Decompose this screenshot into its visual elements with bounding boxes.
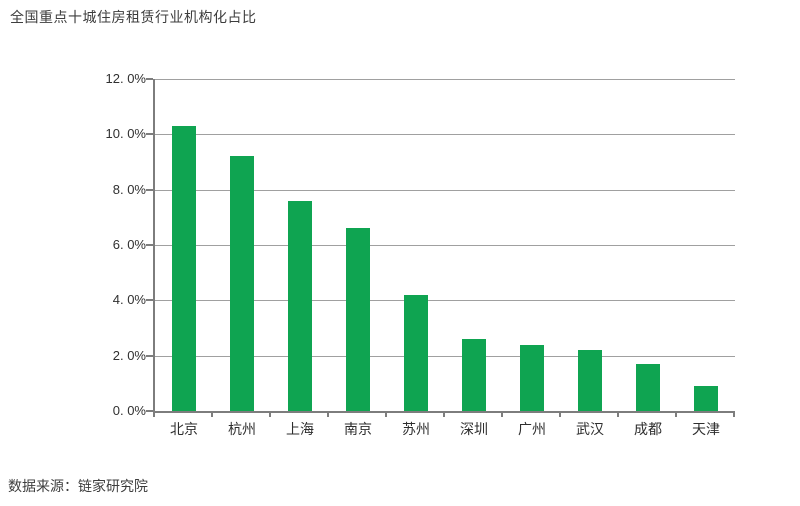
y-axis-tick-label: 12. 0% xyxy=(105,71,146,86)
x-axis-tick xyxy=(559,412,561,417)
y-axis-tick xyxy=(146,299,153,302)
bar xyxy=(578,350,602,411)
x-axis-label: 北京 xyxy=(170,421,198,437)
plot-area xyxy=(155,79,735,411)
y-axis-tick xyxy=(146,244,153,246)
gridline xyxy=(155,355,735,357)
x-axis-tick xyxy=(443,412,445,417)
y-axis-tick xyxy=(146,410,153,412)
x-axis-label: 南京 xyxy=(344,421,372,437)
gridline xyxy=(155,245,735,246)
bar xyxy=(636,363,660,411)
gridline xyxy=(155,189,735,191)
y-axis-tick-label: 0. 0% xyxy=(112,403,146,418)
bar xyxy=(462,339,486,411)
bar xyxy=(520,344,544,411)
source-note: 数据来源：链家研究院 xyxy=(8,478,148,494)
x-axis-tick xyxy=(269,412,271,417)
x-axis-tick xyxy=(153,412,155,417)
x-axis-tick xyxy=(733,412,735,417)
bar xyxy=(404,294,428,411)
y-axis-tick-label: 6. 0% xyxy=(112,237,146,252)
x-axis-label: 广州 xyxy=(518,421,546,437)
y-axis-line xyxy=(153,79,155,413)
bar xyxy=(694,386,718,411)
x-axis-tick xyxy=(675,412,677,417)
x-axis-tick xyxy=(617,412,619,417)
chart-title: 全国重点十城住房租赁行业机构化占比 xyxy=(10,9,257,25)
y-axis-tick-label: 10. 0% xyxy=(105,126,146,142)
x-axis-tick xyxy=(327,412,329,417)
x-axis-tick xyxy=(385,412,387,417)
gridline xyxy=(155,134,735,136)
bar xyxy=(288,200,312,411)
x-axis-label: 武汉 xyxy=(576,421,604,437)
bar xyxy=(172,126,196,411)
bar xyxy=(346,228,370,411)
y-axis-tick-label: 4. 0% xyxy=(112,292,146,308)
x-axis-tick xyxy=(501,412,503,417)
y-axis-tick xyxy=(146,188,153,191)
bar xyxy=(230,156,254,411)
x-axis-label: 深圳 xyxy=(460,421,488,437)
y-axis-tick xyxy=(146,133,153,136)
y-axis-tick-label: 2. 0% xyxy=(112,347,146,363)
y-axis-tick xyxy=(146,78,153,80)
y-axis-tick-label: 8. 0% xyxy=(112,181,146,197)
x-axis-label: 苏州 xyxy=(402,421,430,437)
x-axis-label: 天津 xyxy=(692,421,720,437)
x-axis-tick xyxy=(211,412,213,417)
x-axis-label: 成都 xyxy=(634,421,662,437)
gridline xyxy=(155,79,735,80)
gridline xyxy=(155,300,735,302)
y-axis-tick xyxy=(146,354,153,357)
x-axis-label: 上海 xyxy=(286,421,314,437)
x-axis-label: 杭州 xyxy=(228,421,256,437)
